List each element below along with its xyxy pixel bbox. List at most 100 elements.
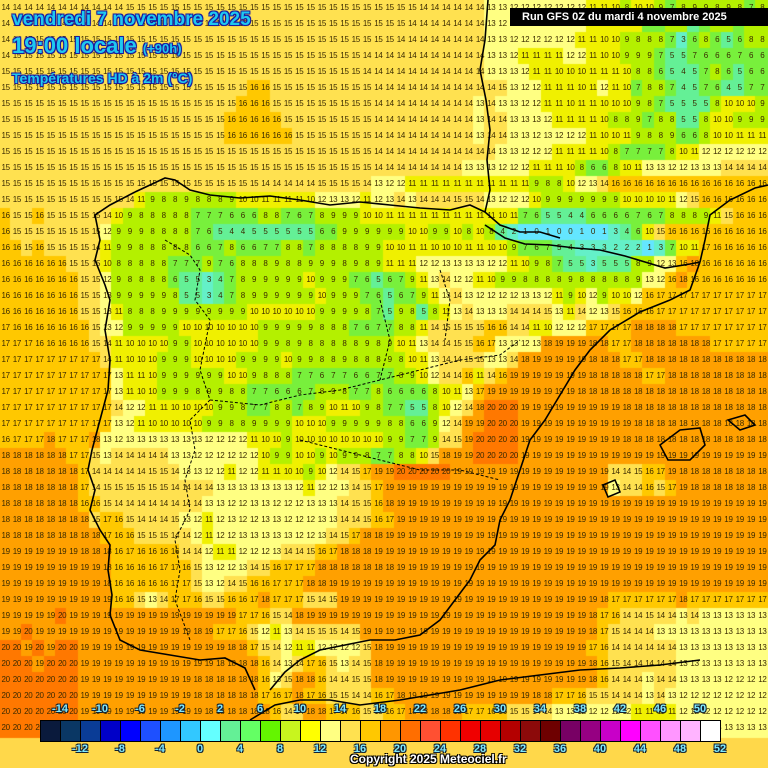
temperature-value: 19 [509,483,519,492]
temperature-value: 14 [103,3,112,12]
temperature-value: 19 [588,451,598,460]
temperature-value: 15 [396,19,406,28]
temperature-value: 15 [69,147,78,156]
temperature-value: 9 [139,323,144,332]
temperature-value: 15 [159,179,169,188]
temperature-value: 17 [69,403,78,412]
temperature-value: 18 [746,467,756,476]
temperature-value: 19 [91,675,101,684]
temperature-value: 15 [283,51,293,60]
temperature-value: 11 [543,51,552,60]
temperature-value: 16 [227,595,236,604]
temperature-value: 19 [1,595,10,604]
temperature-value: 7 [745,0,756,16]
temperature-value: 19 [577,499,586,508]
temperature-value: 11 [261,195,270,204]
temperature-value: 17 [679,323,688,332]
temperature-value: 13 [701,675,711,684]
temperature-value: 19 [182,691,191,700]
temperature-value: 15 [46,163,56,172]
temperature-value: 7 [353,387,358,396]
temperature-value: 15 [329,131,338,140]
temperature-value: 16 [182,563,191,572]
temperature-value: 12 [735,675,745,684]
temperature-value: 6 [297,211,302,220]
temperature-value: 18 [57,483,67,492]
temperature-value: 19 [441,531,451,540]
temperature-value: 18 [227,643,236,652]
temperature-value: 18 [600,595,609,604]
temperature-value: 16 [80,499,90,508]
temperature-value: 4 [568,243,573,252]
temperature-value: 17 [283,579,293,588]
temperature-value: 15 [114,51,123,60]
temperature-value: 10 [249,307,259,316]
temperature-value: 7 [636,83,641,92]
temperature-value: 15 [317,115,327,124]
legend-label-top: 22 [413,703,427,715]
temperature-value: 7 [692,51,697,60]
temperature-value: 17 [261,691,270,700]
temperature-value: 19 [385,467,394,476]
temperature-value: 8 [319,339,324,348]
temperature-value: 14 [735,163,745,172]
temperature-value: 18 [24,483,33,492]
temperature-value: 8 [364,259,370,268]
temperature-value: 14 [351,483,361,492]
temperature-value: 18 [600,371,609,380]
temperature-value: 14 [374,163,383,172]
temperature-value: 18 [724,483,733,492]
temperature-value: 15 [114,195,123,204]
temperature-value: 10 [103,259,112,268]
temperature-value: 18 [12,467,22,476]
temperature-value: 19 [396,515,406,524]
temperature-value: 19 [521,467,530,476]
temperature-value: 16 [57,259,67,268]
temperature-value: 12 [566,323,575,332]
legend-swatch [101,721,121,741]
temperature-value: 19 [137,643,146,652]
temperature-value: 10 [204,323,214,332]
temperature-value: 11 [555,99,563,108]
temperature-value: 9 [331,387,336,396]
temperature-value: 15 [374,3,383,12]
temperature-value: 17 [701,323,711,332]
temperature-value: 9 [353,259,358,268]
temperature-value: 16 [57,291,67,300]
temperature-value: 9 [432,227,437,236]
temperature-value: 19 [690,579,699,588]
temperature-value: 19 [521,371,530,380]
temperature-value: 14 [475,195,485,204]
temperature-value: 14 [408,163,417,172]
temperature-value: 18 [667,323,677,332]
temperature-value: 8 [703,131,708,140]
temperature-value: 9 [590,195,595,204]
temperature-value: 17 [103,419,112,428]
temperature-value: 11 [430,179,439,188]
temperature-value: 17 [724,307,733,316]
temperature-value: 8 [263,211,268,220]
temperature-value: 19 [498,691,507,700]
temperature-value: 15 [137,531,146,540]
temperature-value: 19 [419,595,428,604]
temperature-value: 14 [385,147,394,156]
temperature-value: 14 [362,179,372,188]
temperature-value: 15 [340,51,349,60]
temperature-value: 10 [713,115,722,124]
temperature-value: 6 [229,259,234,268]
temperature-value: 19 [1,627,10,636]
temperature-value: 19 [351,611,361,620]
temperature-value: 16 [12,307,22,316]
temperature-value: 19 [724,531,733,540]
temperature-value: 19 [317,611,327,620]
temperature-value: 10 [148,355,157,364]
temperature-value: 17 [724,291,733,300]
temperature-value: 11 [589,147,597,156]
legend-swatch [621,721,641,741]
temperature-value: 15 [125,515,135,524]
temperature-value: 15 [306,627,315,636]
temperature-value: 8 [161,211,166,220]
temperature-value: 10 [137,387,146,396]
temperature-value: 8 [285,243,291,252]
temperature-value: 13 [735,659,745,668]
